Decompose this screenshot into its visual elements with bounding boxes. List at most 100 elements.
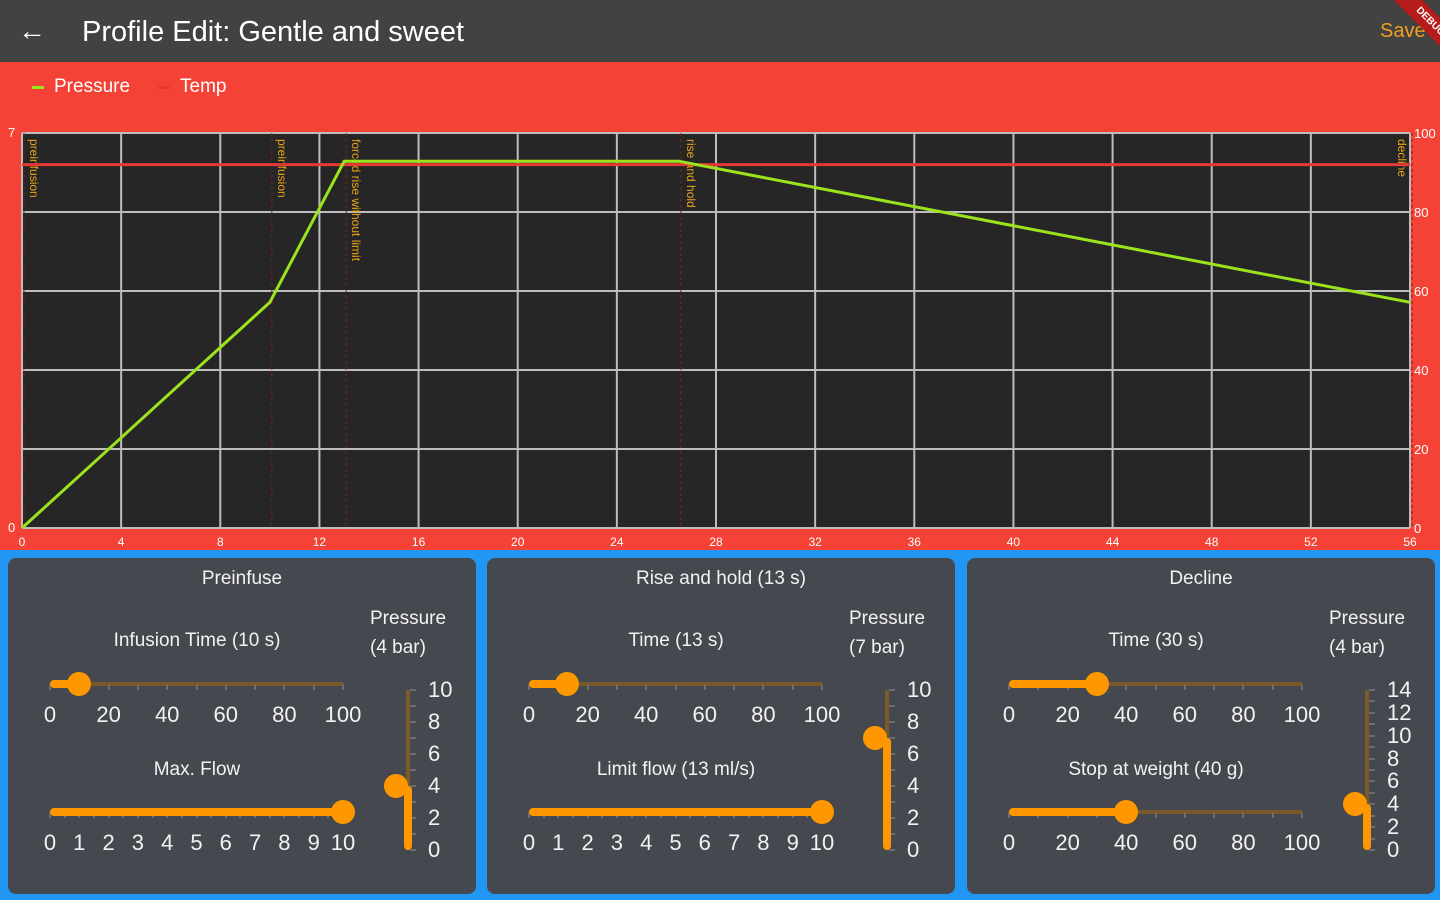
slider-tick-label: 100: [803, 702, 841, 727]
slider-tick: [342, 684, 344, 690]
pressure-slider[interactable]: 0 2 4 6 8 10: [384, 677, 452, 862]
slider-tick-label: 7: [727, 830, 741, 855]
slider-thumb[interactable]: [810, 800, 834, 824]
slider-tick: [1369, 780, 1375, 783]
x-tick-label: 40: [1007, 535, 1021, 549]
slider-tick-label: 7: [248, 830, 262, 855]
slider-tick-label: 10: [809, 830, 835, 855]
slider-tick-label: 80: [751, 702, 776, 727]
slider-tick: [1369, 700, 1375, 703]
slider-tick: [1369, 757, 1375, 760]
slider-tick: [1369, 826, 1375, 829]
slider2[interactable]: 0 1 2 3 4 5 6 7 8 9 10: [44, 800, 355, 855]
slider-tick: [1183, 684, 1186, 690]
y-right-tick-label: 0: [1414, 521, 1421, 536]
slider-tick-label: 40: [1113, 702, 1139, 727]
slider-track: [1365, 690, 1369, 850]
slider-tick-label: 80: [1231, 830, 1256, 855]
slider-fill: [1009, 680, 1097, 688]
slider-tick-label: 20: [1055, 830, 1080, 855]
slider-tick-label: 20: [96, 702, 121, 727]
slider-tick: [645, 684, 648, 690]
slider-tick-label: 10: [907, 677, 932, 702]
slider-tick-label: 8: [1387, 745, 1400, 771]
slider-tick-label: 5: [669, 830, 682, 855]
slider-tick-label: 9: [786, 830, 799, 855]
slider-thumb[interactable]: [331, 800, 355, 824]
slider-tick-label: 20: [575, 702, 600, 727]
series-line-pressure: [20, 159, 1411, 530]
slider-tick-label: 12: [1387, 699, 1412, 725]
slider-fill: [529, 808, 822, 816]
slider-tick: [49, 812, 51, 818]
slider-tick-label: 40: [633, 702, 659, 727]
pressure-value: (7 bar): [849, 637, 905, 658]
slider-tick: [410, 737, 416, 739]
slider-tick-label: 100: [1283, 830, 1321, 855]
slider-fill: [50, 680, 80, 688]
slider-tick-label: 4: [1387, 791, 1400, 817]
slider-tick-label: 0: [1002, 830, 1016, 855]
slider-tick-label: 2: [1387, 814, 1400, 840]
slider-tick: [1213, 812, 1216, 818]
slider-tick: [889, 689, 895, 691]
slider-tick: [1008, 812, 1010, 818]
slider-tick-label: 20: [1055, 702, 1080, 727]
slider-tick-label: 80: [272, 702, 297, 727]
legend-pressure[interactable]: Pressure: [32, 76, 130, 98]
slider-tick: [1369, 803, 1375, 806]
slider-tick: [195, 684, 198, 690]
slider-tick: [1369, 734, 1375, 737]
slider-tick-label: 0: [428, 837, 441, 862]
pressure-label: Pressure: [1329, 608, 1406, 629]
x-tick-label: 12: [313, 535, 327, 549]
save-button[interactable]: Save: [1380, 20, 1426, 42]
slider1[interactable]: 0 20 40 60 80 100: [1003, 672, 1320, 727]
slider-thumb[interactable]: [1084, 672, 1109, 696]
slider-thumb[interactable]: [555, 672, 580, 696]
legend-swatch-pressure: [32, 85, 44, 89]
slider-track: [406, 690, 410, 850]
slider-tick-label: 14: [1387, 677, 1412, 702]
slider-tick: [224, 684, 227, 690]
slider-tick: [312, 684, 315, 690]
slider1[interactable]: 0 20 40 60 80 100: [44, 672, 361, 727]
slider-tick: [889, 705, 895, 707]
annotation-label: decline: [1395, 139, 1409, 177]
arrow-left-icon: ←: [18, 15, 46, 46]
slider-tick: [1369, 711, 1375, 714]
slider-tick: [107, 684, 110, 690]
slider-tick-label: 5: [190, 830, 203, 855]
slider-tick: [1369, 769, 1375, 771]
slider2[interactable]: 0 1 2 3 4 5 6 7 8 9 10: [523, 800, 834, 855]
slider-tick-label: 2: [581, 830, 594, 855]
x-tick-label: 28: [709, 535, 723, 549]
x-tick-label: 8: [217, 535, 224, 549]
panel-rise-and-hold: Rise and hold (13 s) Pressure (7 bar) Time …: [487, 558, 955, 894]
slider-tick-label: 100: [324, 702, 362, 727]
back-button[interactable]: ←: [18, 14, 46, 48]
slider-tick-label: 10: [428, 677, 453, 702]
legend-temp[interactable]: Temp: [158, 76, 226, 98]
slider-fill: [1363, 804, 1371, 850]
slider-tick: [889, 721, 895, 723]
slider-tick: [586, 684, 589, 690]
slider2[interactable]: 0 20 40 60 80 100: [1003, 800, 1320, 855]
slider1[interactable]: 0 20 40 60 80 100: [523, 672, 840, 727]
slider-thumb[interactable]: [863, 726, 887, 750]
slider-fill: [1009, 808, 1127, 816]
slider-thumb[interactable]: [1114, 800, 1139, 824]
pressure-label: Pressure: [849, 608, 926, 629]
slider-tick-label: 2: [428, 805, 441, 830]
pressure-slider[interactable]: 0 2 4 6 8 10 12 14: [1343, 677, 1411, 862]
pressure-slider[interactable]: 0 2 4 6 8 10: [863, 677, 931, 862]
slider-thumb[interactable]: [384, 774, 408, 798]
slider-tick: [1369, 837, 1375, 840]
slider-thumb[interactable]: [67, 672, 92, 696]
pressure-value: (4 bar): [370, 637, 426, 658]
slider-tick-label: 4: [428, 773, 441, 798]
slider-tick: [410, 769, 416, 771]
slider-tick-label: 6: [1387, 768, 1400, 794]
slider-fill: [883, 738, 891, 850]
slider-thumb[interactable]: [1343, 792, 1367, 817]
